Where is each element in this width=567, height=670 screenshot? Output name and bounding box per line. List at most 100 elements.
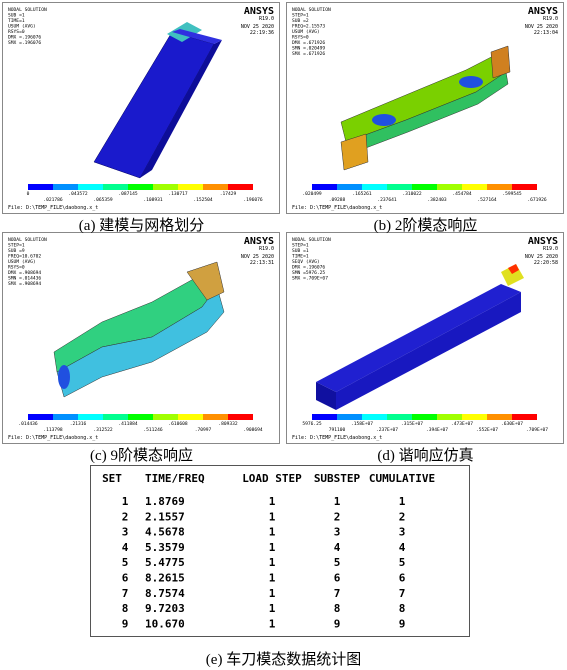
legend-label: .130717: [168, 191, 188, 197]
header-line: USUM (AVG): [8, 24, 36, 30]
caption: (a) 建模与网格划分: [78, 218, 205, 234]
table-cell: 1: [334, 495, 341, 508]
table-cell: 6: [399, 572, 406, 585]
legend-label: .196076: [243, 197, 263, 203]
header-line: SUB =1: [292, 248, 309, 254]
legend-label: .014436: [18, 421, 38, 427]
legend-label: .610608: [168, 421, 188, 427]
table-cell: 7: [334, 587, 341, 600]
time: 22:19:36: [250, 30, 274, 36]
table-cell: 4: [122, 541, 129, 554]
header-line: RSYS=0: [8, 29, 25, 35]
column-header: LOAD STEP: [242, 472, 302, 485]
table-cell: 5.3579: [145, 541, 185, 554]
legend-label: .473E+07: [451, 421, 473, 427]
legend-label: .043572: [68, 191, 88, 197]
table-cell: 3: [122, 526, 129, 539]
table-cell: 1: [399, 495, 406, 508]
header-line: STEP=1: [292, 13, 309, 19]
column-header: SET: [102, 472, 122, 485]
table-cell: 2: [399, 510, 406, 523]
table-cell: 7: [122, 587, 129, 600]
table-cell: 9: [334, 617, 341, 630]
legend-label: .237641: [377, 197, 397, 203]
brand: ANSYS: [244, 236, 274, 247]
table-cell: 1: [269, 587, 276, 600]
legend-swatch: [28, 414, 53, 420]
legend-swatch: [362, 414, 387, 420]
column-header: CUMULATIVE: [369, 472, 435, 485]
legend-label: .671926: [527, 197, 547, 203]
legend-swatch: [228, 414, 253, 420]
legend-swatch: [337, 414, 362, 420]
legend-swatch: [462, 184, 487, 190]
legend-swatch: [153, 184, 178, 190]
header-line: SUB =1: [8, 13, 25, 19]
legend-label: .020499: [302, 191, 322, 197]
legend-swatch: [103, 184, 128, 190]
brand: ANSYS: [528, 6, 558, 17]
legend-swatch: [387, 184, 412, 190]
legend-label: .394E+07: [426, 427, 448, 433]
table-cell: 2: [334, 510, 341, 523]
legend-label: .087145: [118, 191, 138, 197]
brand: ANSYS: [528, 236, 558, 247]
legend-label: 5976.25: [302, 421, 322, 427]
header-line: DMX =.196076: [292, 265, 325, 271]
date: NOV 25 2020: [241, 24, 274, 30]
legend-swatch: [512, 184, 537, 190]
header-line: FREQ=10.6702: [8, 254, 41, 260]
version: R19.0: [543, 246, 558, 252]
table-cell: 6: [122, 572, 129, 585]
legend-swatch: [53, 414, 78, 420]
legend-label: .165261: [352, 191, 372, 197]
legend-label: .382403: [427, 197, 447, 203]
table-cell: 2.1557: [145, 510, 185, 523]
header-line: NODAL SOLUTION: [8, 237, 47, 243]
table-cell: 4.5678: [145, 526, 185, 539]
header-line: SMX =.671926: [292, 51, 325, 57]
table-cell: 9.7203: [145, 602, 185, 615]
table-cell: 1: [269, 510, 276, 523]
table-cell: 9: [399, 617, 406, 630]
legend-swatch: [28, 184, 53, 190]
legend-label: .411884: [118, 421, 138, 427]
table-cell: 1: [269, 495, 276, 508]
legend-label: .17429: [220, 191, 237, 197]
date: NOV 25 2020: [525, 24, 558, 30]
caption: (c) 9阶模态响应: [90, 448, 193, 464]
legend-swatch: [487, 184, 512, 190]
header-line: SMX =.196076: [8, 40, 41, 46]
legend-swatch: [312, 414, 337, 420]
legend-swatch: [178, 414, 203, 420]
legend-label: .108931: [143, 197, 163, 203]
table-cell: 4: [334, 541, 341, 554]
time: 22:13:04: [534, 30, 558, 36]
table-cell: 3: [334, 526, 341, 539]
legend-label: .312522: [93, 427, 113, 433]
table-cell: 5: [399, 556, 406, 569]
header-line: STEP=1: [292, 243, 309, 249]
table-cell: 1: [269, 602, 276, 615]
legend-label: .552E+07: [476, 427, 498, 433]
legend-label: .237E+07: [376, 427, 398, 433]
table-cell: 1: [269, 572, 276, 585]
header-line: RSYS=0: [292, 35, 309, 41]
legend-label: .152504: [193, 197, 213, 203]
legend-label: .809332: [218, 421, 238, 427]
table-cell: 10.670: [145, 617, 185, 630]
legend-swatch: [53, 184, 78, 190]
file-path: File: D:\TEMP_FILE\daobong.x_t: [8, 435, 98, 441]
legend-swatch: [203, 414, 228, 420]
table-cell: 6: [334, 572, 341, 585]
legend-label: .158E+07: [351, 421, 373, 427]
header-line: SEQV (AVG): [292, 259, 320, 265]
header-line: TIME=1: [8, 18, 25, 24]
file-path: File: D:\TEMP_FILE\daobong.x_t: [292, 205, 382, 211]
header-line: DMX =.908694: [8, 270, 41, 276]
file-path: File: D:\TEMP_FILE\daobong.x_t: [292, 435, 382, 441]
header-line: SMN =.014436: [8, 276, 41, 282]
